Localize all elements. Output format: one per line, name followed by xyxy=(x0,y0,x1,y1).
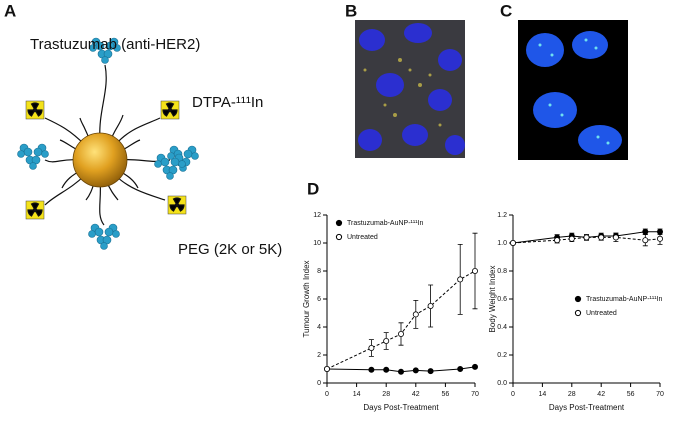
data-point xyxy=(397,330,404,337)
x-tick-label: 56 xyxy=(627,391,635,398)
data-point xyxy=(657,235,664,242)
data-point xyxy=(598,234,605,241)
legend-label: Trastuzumab-AuNP-¹¹¹In xyxy=(347,220,423,227)
y-tick-label: 1.2 xyxy=(497,212,507,219)
x-tick-label: 42 xyxy=(412,391,420,398)
data-point xyxy=(568,235,575,242)
legend-label: Untreated xyxy=(586,310,617,317)
data-point xyxy=(612,234,619,241)
x-tick-label: 28 xyxy=(382,391,390,398)
legend-label: Untreated xyxy=(347,234,378,241)
y-tick-label: 0.8 xyxy=(497,268,507,275)
data-point xyxy=(554,237,561,244)
data-point xyxy=(509,239,516,246)
x-tick-label: 14 xyxy=(539,391,547,398)
data-point xyxy=(383,366,390,373)
data-point xyxy=(323,365,330,372)
series-line xyxy=(326,270,476,370)
y-tick-label: 0 xyxy=(317,380,321,387)
data-point xyxy=(412,367,419,374)
data-point xyxy=(397,368,404,375)
panel-label: A xyxy=(4,1,16,20)
y-tick-label: 12 xyxy=(313,212,321,219)
data-point xyxy=(583,234,590,241)
y-tick-label: 10 xyxy=(313,240,321,247)
y-tick-label: 8 xyxy=(317,268,321,275)
x-tick-label: 42 xyxy=(597,391,605,398)
y-tick-label: 0.2 xyxy=(497,352,507,359)
nanoparticle-diagram xyxy=(16,37,200,251)
x-tick-label: 70 xyxy=(471,391,479,398)
y-tick-label: 0.4 xyxy=(497,324,507,331)
x-axis-label: Days Post-Treatment xyxy=(363,403,439,412)
legend-label: Trastuzumab-AuNP-¹¹¹In xyxy=(586,296,662,303)
x-tick-label: 0 xyxy=(511,391,515,398)
panel-label: D xyxy=(307,179,319,198)
microscopy-c xyxy=(518,20,628,160)
x-tick-label: 0 xyxy=(325,391,329,398)
microscopy-b xyxy=(355,20,465,158)
data-point xyxy=(427,368,434,375)
y-axis-label: Body Weight Index xyxy=(488,265,497,332)
panel-label: B xyxy=(345,1,357,20)
legend-marker xyxy=(335,233,343,241)
antibody-label: Trastuzumab (anti-HER2) xyxy=(30,36,200,53)
data-point xyxy=(457,365,464,372)
legend-marker xyxy=(574,309,582,317)
data-point xyxy=(383,337,390,344)
data-point xyxy=(412,311,419,318)
y-tick-label: 4 xyxy=(317,324,321,331)
x-tick-label: 14 xyxy=(353,391,361,398)
panel-label: C xyxy=(500,1,512,20)
chelator-label: DTPA-¹¹¹In xyxy=(192,94,263,111)
data-point xyxy=(457,276,464,283)
data-point xyxy=(368,366,375,373)
x-tick-label: 28 xyxy=(568,391,576,398)
y-axis-label: Tumour Growth Index xyxy=(302,260,311,337)
legend-marker xyxy=(335,219,343,227)
data-point xyxy=(642,228,649,235)
y-tick-label: 1.0 xyxy=(497,240,507,247)
y-tick-label: 0.0 xyxy=(497,380,507,387)
data-point xyxy=(427,302,434,309)
data-point xyxy=(471,267,478,274)
x-axis-label: Days Post-Treatment xyxy=(549,403,625,412)
legend-marker xyxy=(574,295,582,303)
y-tick-label: 6 xyxy=(317,296,321,303)
panel-labels: A B C D xyxy=(4,1,512,198)
y-tick-label: 0.6 xyxy=(497,296,507,303)
x-tick-label: 56 xyxy=(442,391,450,398)
data-point xyxy=(471,363,478,370)
peg-label: PEG (2K or 5K) xyxy=(178,241,282,258)
y-tick-label: 2 xyxy=(317,352,321,359)
data-point xyxy=(642,237,649,244)
data-point xyxy=(368,344,375,351)
x-tick-label: 70 xyxy=(656,391,664,398)
